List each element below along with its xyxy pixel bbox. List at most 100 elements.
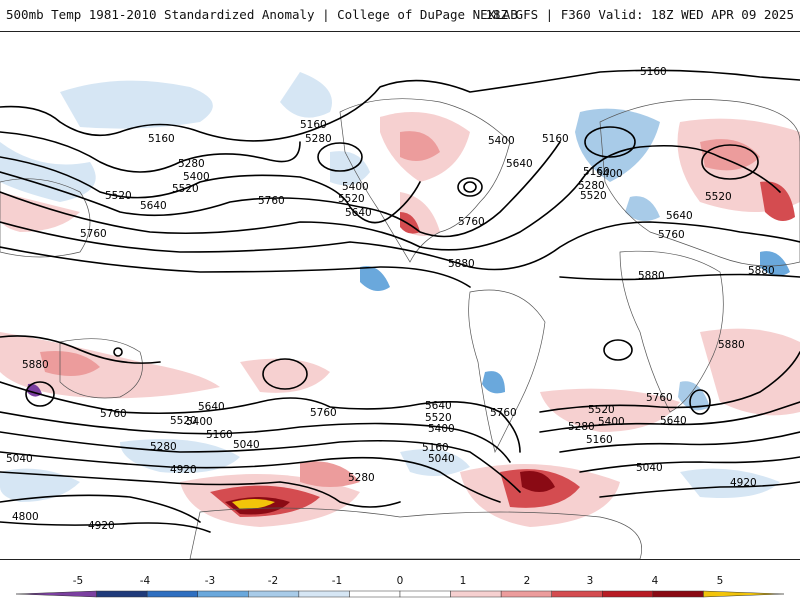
contour-line bbox=[580, 457, 800, 472]
contour-closed bbox=[464, 182, 476, 192]
legend-tick-label: 0 bbox=[397, 575, 404, 587]
map-canvas: 5160 5160 5280 5160 5280 5400 5520 5520 … bbox=[0, 32, 800, 559]
product-title: 500mb Temp 1981-2010 Standardized Anomal… bbox=[6, 7, 518, 22]
legend-tick-label: -5 bbox=[73, 575, 83, 587]
contour-label: 5160 bbox=[586, 434, 613, 446]
contour-closed bbox=[458, 178, 482, 196]
legend-tick-label: 5 bbox=[717, 575, 724, 587]
contour-label: 5040 bbox=[6, 453, 33, 465]
contour-label: 5640 bbox=[140, 200, 167, 212]
south-america-outline bbox=[469, 290, 545, 452]
contour-label: 5280 bbox=[568, 421, 595, 433]
legend-color-swatch bbox=[451, 591, 502, 597]
legend-color-swatch bbox=[400, 591, 451, 597]
cold-anomaly-area bbox=[0, 142, 96, 202]
contour-closed bbox=[114, 348, 122, 356]
contour-label: 5400 bbox=[183, 171, 210, 183]
contour-label: 5640 bbox=[425, 400, 452, 412]
legend-tick-label: 3 bbox=[587, 575, 594, 587]
contour-label: 5880 bbox=[718, 339, 745, 351]
contour-label: 5280 bbox=[348, 472, 375, 484]
contour-label: 5280 bbox=[305, 133, 332, 145]
legend-tick-label: -1 bbox=[332, 575, 342, 587]
legend-tick-label: 4 bbox=[652, 575, 659, 587]
cold-anomaly-area bbox=[482, 371, 505, 393]
contour-label: 5760 bbox=[646, 392, 673, 404]
cold-anomaly-area bbox=[360, 266, 390, 291]
contour-label: 5040 bbox=[428, 453, 455, 465]
legend-colorbar bbox=[16, 591, 784, 597]
legend-color-swatch bbox=[703, 591, 784, 597]
contour-label: 5520 bbox=[588, 404, 615, 416]
contour-label: 5400 bbox=[598, 416, 625, 428]
contour-label: 5280 bbox=[178, 158, 205, 170]
contour-label: 5640 bbox=[660, 415, 687, 427]
contour-label: 4920 bbox=[170, 464, 197, 476]
contour-label: 5160 bbox=[148, 133, 175, 145]
contour-label: 5640 bbox=[506, 158, 533, 170]
legend-tick-label: -3 bbox=[205, 575, 215, 587]
contour-label: 5520 bbox=[705, 191, 732, 203]
contour-label: 5640 bbox=[666, 210, 693, 222]
contour-label: 5160 bbox=[206, 429, 233, 441]
contour-label: 5640 bbox=[198, 401, 225, 413]
contour-label: 4920 bbox=[730, 477, 757, 489]
legend-color-swatch bbox=[349, 591, 400, 597]
contour-label: 5760 bbox=[310, 407, 337, 419]
contour-label: 5520 bbox=[172, 183, 199, 195]
legend-tick-label: 1 bbox=[460, 575, 467, 587]
legend-color-swatch bbox=[552, 591, 603, 597]
cold-anomaly-area bbox=[625, 196, 660, 221]
contour-label: 5520 bbox=[338, 193, 365, 205]
contour-label: 5400 bbox=[428, 423, 455, 435]
contour-label: 5400 bbox=[342, 181, 369, 193]
cold-anomaly-area bbox=[60, 81, 213, 129]
contour-label: 5880 bbox=[748, 265, 775, 277]
header-bar: 500mb Temp 1981-2010 Standardized Anomal… bbox=[0, 0, 800, 30]
legend-color-swatch bbox=[299, 591, 350, 597]
legend-color-swatch bbox=[501, 591, 552, 597]
contour-label: 5880 bbox=[22, 359, 49, 371]
warm-anomaly-area bbox=[240, 359, 330, 393]
model-run-info: 18Z GFS | F360 Valid: 18Z WED APR 09 202… bbox=[485, 7, 794, 22]
contour-label: 5640 bbox=[345, 207, 372, 219]
contour-label: 5880 bbox=[638, 270, 665, 282]
anomaly-shading bbox=[0, 72, 800, 527]
contour-label: 5760 bbox=[80, 228, 107, 240]
contour-label: 5400 bbox=[488, 135, 515, 147]
contour-label: 5760 bbox=[100, 408, 127, 420]
contour-label: 5280 bbox=[150, 441, 177, 453]
contour-label: 5760 bbox=[490, 407, 517, 419]
contour-line bbox=[0, 247, 470, 287]
contour-label: 4920 bbox=[88, 520, 115, 532]
contour-label: 5160 bbox=[300, 119, 327, 131]
legend-color-swatch bbox=[147, 591, 198, 597]
legend-color-swatch bbox=[198, 591, 249, 597]
contour-closed bbox=[604, 340, 632, 360]
legend-tick-label: -4 bbox=[140, 575, 151, 587]
legend-tick-labels: -5 -4 -3 -2 -1 0 1 2 3 4 5 bbox=[73, 575, 724, 587]
contour-label: 5520 bbox=[580, 190, 607, 202]
contour-label: 5040 bbox=[233, 439, 260, 451]
cold-anomaly-area bbox=[280, 72, 332, 118]
legend-color-swatch bbox=[97, 591, 148, 597]
contour-label: 5760 bbox=[458, 216, 485, 228]
anomaly-map[interactable]: 5160 5160 5280 5160 5280 5400 5520 5520 … bbox=[0, 31, 800, 560]
contour-label: 5400 bbox=[186, 416, 213, 428]
legend-tick-label: 2 bbox=[524, 575, 531, 587]
legend-color-swatch bbox=[248, 591, 299, 597]
contour-label: 5160 bbox=[640, 66, 667, 78]
contour-label: 4800 bbox=[12, 511, 39, 523]
contour-label: 5760 bbox=[658, 229, 685, 241]
contour-label: 5040 bbox=[636, 462, 663, 474]
legend-color-swatch bbox=[16, 591, 97, 597]
legend-color-swatch bbox=[602, 591, 653, 597]
contour-label: 5400 bbox=[596, 168, 623, 180]
legend-color-swatch bbox=[653, 591, 704, 597]
contour-label: 5880 bbox=[448, 258, 475, 270]
contour-label: 5160 bbox=[542, 133, 569, 145]
legend-tick-label: -2 bbox=[268, 575, 278, 587]
contour-label: 5520 bbox=[105, 190, 132, 202]
color-legend: -5 -4 -3 -2 -1 0 1 2 3 4 5 bbox=[0, 562, 800, 600]
contour-label: 5760 bbox=[258, 195, 285, 207]
